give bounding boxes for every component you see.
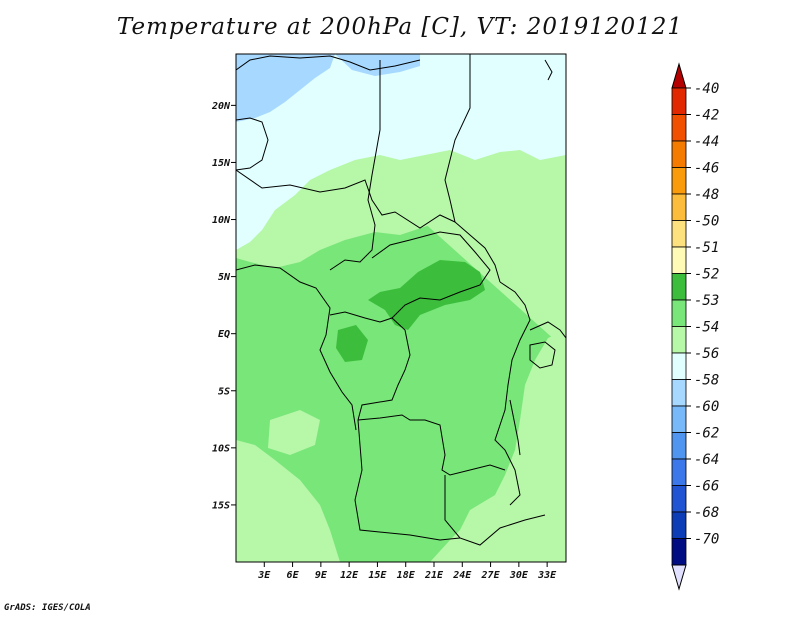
colorbar: -40 -42 -44 -46 -48 -50 -51 -52 -53 -54 -56 -58 -60 -… — [671, 62, 719, 591]
border-sahel — [236, 169, 456, 229]
temperature-field — [236, 54, 566, 562]
lon-tick-label: 6E — [287, 570, 300, 581]
coastline-north — [236, 55, 421, 71]
field-band-56 — [236, 54, 566, 250]
colorbar-swatch — [671, 220, 687, 248]
colorbar-swatch — [671, 114, 687, 142]
colorbar-label: -52 — [694, 267, 719, 283]
lat-tick-label: 20N — [211, 101, 231, 112]
lon-tick-label: 3E — [257, 570, 271, 581]
border-central-1 — [329, 60, 381, 271]
colorbar-label: -58 — [694, 373, 719, 389]
colorbar-label: -46 — [694, 161, 719, 177]
colorbar-swatch — [671, 193, 687, 221]
lat-tick-label: 5N — [218, 272, 231, 283]
lon-tick-label: 9E — [315, 570, 328, 581]
colorbar-label: -50 — [694, 214, 719, 230]
lat-tick-label: 15N — [212, 158, 231, 169]
colorbar-label: -64 — [694, 452, 719, 468]
colorbar-label: -51 — [694, 240, 719, 256]
lat-tick-label: 15S — [212, 500, 230, 511]
colorbar-swatch — [671, 326, 687, 354]
border-drc-east — [494, 281, 531, 506]
colorbar-label: -48 — [694, 187, 719, 203]
lon-tick-label: 18E — [397, 570, 416, 581]
colorbar-swatch — [671, 273, 687, 301]
lake-victoria — [529, 341, 556, 369]
field-band-52-west — [336, 325, 368, 362]
colorbar-swatch — [671, 379, 687, 407]
border-east-africa — [529, 321, 566, 339]
lon-tick-label: 27E — [481, 570, 501, 581]
lat-tick-label: 10N — [212, 215, 231, 226]
border-zambia — [444, 475, 546, 546]
field-band-58-b — [335, 54, 420, 76]
lon-tick-label: 30E — [509, 570, 529, 581]
lake-tanganyika — [509, 399, 521, 456]
colorbar-swatch — [671, 458, 687, 486]
colorbar-label: -60 — [694, 399, 719, 415]
border-central-2 — [444, 54, 501, 283]
lat-tick-label: EQ — [218, 329, 230, 340]
colorbar-label: -42 — [694, 108, 719, 124]
lat-tick-label: 10S — [212, 443, 230, 454]
colorbar-label: -44 — [694, 134, 719, 150]
colorbar-label: -68 — [694, 505, 719, 521]
field-band-54-west — [268, 410, 320, 455]
lon-tick-label: 33E — [537, 570, 557, 581]
coastline-east — [544, 59, 553, 81]
grads-credit: GrADS: IGES/COLA — [4, 603, 91, 613]
colorbar-swatch — [671, 246, 687, 274]
border-congo — [329, 311, 411, 421]
colorbar-swatch — [671, 352, 687, 380]
coastline-gulf — [236, 264, 357, 431]
border-car — [371, 231, 491, 319]
longitude-axis: 3E 6E 9E 12E 15E 18E 21E 24E 27E 30E 33E — [257, 562, 557, 581]
colorbar-swatch — [671, 538, 687, 566]
colorbar-top-arrow — [671, 62, 687, 89]
lon-tick-label: 12E — [340, 570, 359, 581]
map-title: Temperature at 200hPa [C], VT: 201912012… — [116, 14, 684, 40]
lon-tick-label: 21E — [424, 570, 444, 581]
field-band-54-southwest — [236, 440, 340, 562]
coastline-west — [236, 117, 269, 171]
colorbar-swatch — [671, 485, 687, 513]
map-frame — [235, 53, 567, 563]
colorbar-bottom-arrow — [671, 564, 687, 591]
colorbar-swatch — [671, 167, 687, 195]
colorbar-label: -54 — [694, 320, 719, 336]
boundary-lines — [236, 54, 566, 546]
border-angola — [354, 419, 461, 541]
colorbar-swatch — [671, 432, 687, 460]
colorbar-label: -66 — [694, 479, 719, 495]
border-drc-south — [357, 414, 506, 476]
latitude-axis: 20N 15N 10N 5N EQ 5S 10S 15S — [211, 101, 236, 511]
colorbar-label: -56 — [694, 346, 719, 362]
lon-tick-label: 24E — [452, 570, 472, 581]
colorbar-swatch — [671, 511, 687, 539]
field-band-54-southeast — [460, 330, 566, 548]
colorbar-swatch — [671, 299, 687, 327]
colorbar-label: -53 — [694, 293, 719, 309]
field-band-58 — [236, 54, 335, 122]
colorbar-swatch — [671, 405, 687, 433]
lat-tick-label: 5S — [218, 386, 230, 397]
colorbar-label: -62 — [694, 426, 719, 442]
colorbar-swatch — [671, 87, 687, 115]
colorbar-label: -40 — [694, 81, 719, 97]
colorbar-swatch — [671, 140, 687, 168]
colorbar-label: -70 — [694, 532, 719, 548]
lon-tick-label: 15E — [368, 570, 387, 581]
